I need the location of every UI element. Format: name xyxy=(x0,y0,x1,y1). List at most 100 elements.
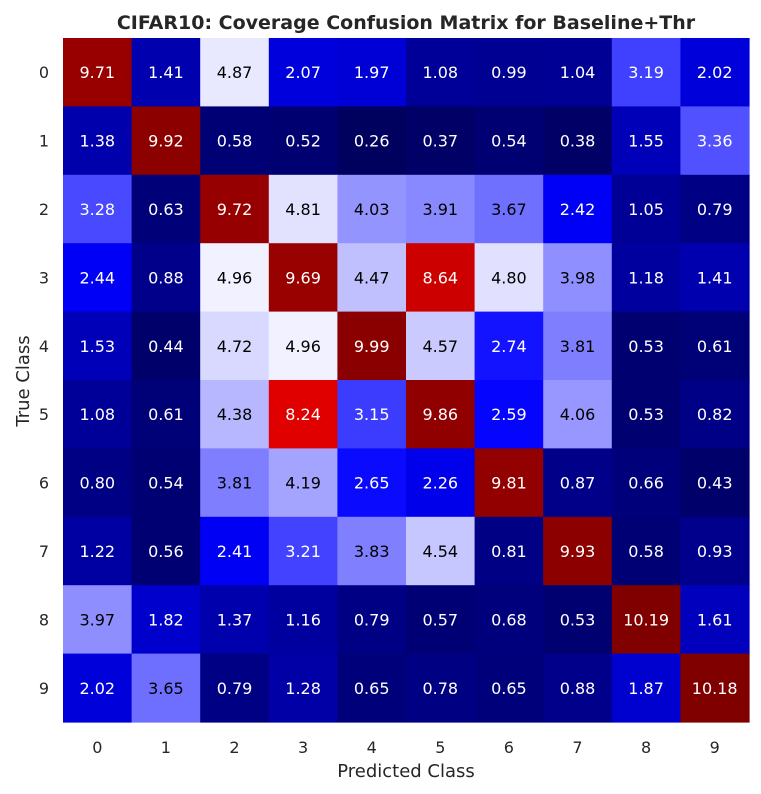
y-tick-label-0: 0 xyxy=(39,63,49,82)
y-tick-label-2: 2 xyxy=(39,200,49,219)
cell-value-label-2-7: 2.42 xyxy=(560,200,596,219)
heatmap-cell-3-7 xyxy=(543,243,613,313)
heatmap-cell-5-4 xyxy=(337,380,407,449)
heatmap-cell-0-1 xyxy=(131,38,201,107)
heatmap-cell-8-4 xyxy=(337,585,407,655)
y-tick-labels: 0 1 2 3 4 5 6 7 8 9 xyxy=(39,63,49,698)
cell-value-label-3-1: 0.88 xyxy=(148,268,184,287)
heatmap-cell-6-6 xyxy=(474,448,544,518)
heatmap-cell-3-8 xyxy=(611,243,681,313)
cell-value-label-8-3: 1.16 xyxy=(285,610,321,629)
heatmap-cell-6-1 xyxy=(131,448,201,518)
heatmap-cell-6-3 xyxy=(268,448,338,518)
x-tick-label-1: 1 xyxy=(161,738,171,757)
heatmap-cell-1-2 xyxy=(200,106,270,176)
cell-value-label-5-7: 4.06 xyxy=(560,405,596,424)
heatmap-cell-7-4 xyxy=(337,516,407,586)
cell-value-label-7-9: 0.93 xyxy=(697,542,733,561)
cell-value-label-8-0: 3.97 xyxy=(79,610,115,629)
cell-value-label-2-1: 0.63 xyxy=(148,200,184,219)
chart-title: CIFAR10: Coverage Confusion Matrix for B… xyxy=(117,12,696,34)
cell-value-label-3-6: 4.80 xyxy=(491,268,527,287)
cell-value-label-3-4: 4.47 xyxy=(354,268,390,287)
heatmap-cell-3-5 xyxy=(406,243,476,313)
cell-value-label-5-2: 4.38 xyxy=(217,405,253,424)
cell-value-label-9-1: 3.65 xyxy=(148,679,184,698)
cell-value-label-5-5: 9.86 xyxy=(422,405,458,424)
heatmap-cell-2-0 xyxy=(63,174,133,244)
heatmap-cell-0-8 xyxy=(611,38,681,107)
cell-value-label-6-8: 0.66 xyxy=(628,474,664,493)
heatmap-cell-0-7 xyxy=(543,38,613,107)
cell-value-label-3-9: 1.41 xyxy=(697,268,733,287)
cell-value-label-5-6: 2.59 xyxy=(491,405,527,424)
cell-value-label-2-0: 3.28 xyxy=(79,200,115,219)
cell-value-label-4-2: 4.72 xyxy=(217,337,253,356)
cell-value-label-8-5: 0.57 xyxy=(422,610,458,629)
x-tick-label-9: 9 xyxy=(710,738,720,757)
cell-value-label-7-1: 0.56 xyxy=(148,542,184,561)
cell-value-label-9-8: 1.87 xyxy=(628,679,664,698)
cell-value-label-2-8: 1.05 xyxy=(628,200,664,219)
y-tick-label-4: 4 xyxy=(39,337,49,356)
heatmap-cell-1-1 xyxy=(131,106,201,176)
heatmap-cell-6-4 xyxy=(337,448,407,518)
x-tick-label-2: 2 xyxy=(229,738,239,757)
cell-value-label-6-3: 4.19 xyxy=(285,474,321,493)
heatmap-cell-9-9 xyxy=(680,653,750,723)
heatmap-cell-9-7 xyxy=(543,653,613,723)
heatmap-cell-6-9 xyxy=(680,448,750,518)
x-tick-label-7: 7 xyxy=(572,738,582,757)
cell-value-label-1-4: 0.26 xyxy=(354,132,390,151)
heatmap-cell-5-7 xyxy=(543,380,613,449)
cell-value-label-0-0: 9.71 xyxy=(79,63,115,82)
heatmap-cell-0-3 xyxy=(268,38,338,107)
heatmap-cell-3-3 xyxy=(268,243,338,313)
cell-value-label-2-3: 4.81 xyxy=(285,200,321,219)
cell-value-label-9-5: 0.78 xyxy=(422,679,458,698)
cell-value-label-2-4: 4.03 xyxy=(354,200,390,219)
heatmap-cell-5-0 xyxy=(63,380,133,449)
heatmap-cell-2-4 xyxy=(337,174,407,244)
heatmap-cell-8-2 xyxy=(200,585,270,655)
x-tick-label-0: 0 xyxy=(92,738,102,757)
y-tick-label-5: 5 xyxy=(39,405,49,424)
x-tick-label-4: 4 xyxy=(367,738,377,757)
cell-value-label-8-7: 0.53 xyxy=(560,610,596,629)
heatmap-cell-8-0 xyxy=(63,585,133,655)
cell-value-label-6-0: 0.80 xyxy=(79,474,115,493)
heatmap-cell-7-0 xyxy=(63,516,133,586)
cell-value-label-0-2: 4.87 xyxy=(217,63,253,82)
cell-value-label-4-6: 2.74 xyxy=(491,337,527,356)
x-tick-label-5: 5 xyxy=(435,738,445,757)
heatmap-cell-0-6 xyxy=(474,38,544,107)
cell-value-label-8-1: 1.82 xyxy=(148,610,184,629)
cell-value-label-9-9: 10.18 xyxy=(692,679,738,698)
heatmap-cell-5-6 xyxy=(474,380,544,449)
cell-value-label-0-4: 1.97 xyxy=(354,63,390,82)
heatmap-cell-9-1 xyxy=(131,653,201,723)
heatmap-cell-2-7 xyxy=(543,174,613,244)
heatmap-cell-2-1 xyxy=(131,174,201,244)
heatmap-cell-2-6 xyxy=(474,174,544,244)
cell-value-label-5-3: 8.24 xyxy=(285,405,321,424)
cell-value-label-6-1: 0.54 xyxy=(148,474,184,493)
heatmap-cell-8-1 xyxy=(131,585,201,655)
cell-value-label-0-8: 3.19 xyxy=(628,63,664,82)
cell-value-label-1-0: 1.38 xyxy=(79,132,115,151)
heatmap-cell-2-8 xyxy=(611,174,681,244)
cell-value-label-0-6: 0.99 xyxy=(491,63,527,82)
y-axis-label: True Class xyxy=(13,335,34,427)
heatmap-cell-0-9 xyxy=(680,38,750,107)
heatmap-cell-8-7 xyxy=(543,585,613,655)
cell-value-label-9-4: 0.65 xyxy=(354,679,390,698)
cell-value-label-6-4: 2.65 xyxy=(354,474,390,493)
y-tick-label-8: 8 xyxy=(39,610,49,629)
heatmap-cell-0-5 xyxy=(406,38,476,107)
cell-value-label-3-8: 1.18 xyxy=(628,268,664,287)
cell-value-label-5-1: 0.61 xyxy=(148,405,184,424)
heatmap-cell-5-3 xyxy=(268,380,338,449)
cell-value-label-7-3: 3.21 xyxy=(285,542,321,561)
heatmap-cell-4-6 xyxy=(474,311,544,381)
cell-value-label-6-5: 2.26 xyxy=(422,474,458,493)
